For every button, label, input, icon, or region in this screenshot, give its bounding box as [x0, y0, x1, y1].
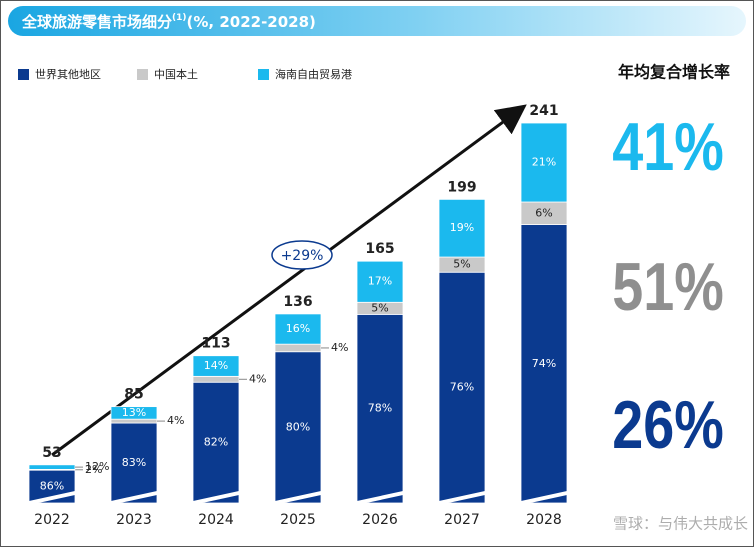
x-tick-label: 2023 [116, 512, 152, 528]
bar-segment [192, 381, 240, 504]
total-label: 241 [529, 103, 558, 119]
watermark: 雪球：与伟大共成长 [613, 515, 748, 533]
legend-swatch [258, 69, 269, 80]
bar-stripe [275, 491, 321, 505]
bar-segment [192, 375, 240, 383]
segment-label: 12% [85, 460, 109, 473]
segment-label: 83% [122, 456, 146, 469]
segment-label: 76% [450, 381, 474, 394]
title-suffix: (%, 2022-2028) [187, 13, 316, 31]
x-tick-label: 2024 [198, 512, 234, 528]
segment-label: 86% [40, 480, 64, 493]
bar-segment [110, 422, 158, 504]
segment-label: 19% [450, 221, 474, 234]
x-tick-label: 2028 [526, 512, 562, 528]
bar-segment [520, 224, 568, 504]
bar-stripe [357, 491, 403, 505]
segment-label: 74% [532, 357, 556, 370]
legend-swatch [18, 69, 29, 80]
bar-segment [192, 355, 240, 377]
bar-segment [110, 418, 158, 424]
x-tick-label: 2027 [444, 512, 480, 528]
cagr-title: 年均复合增长率 [618, 63, 730, 82]
segment-label: 13% [122, 406, 146, 419]
cagr-value: 41% [612, 110, 724, 185]
chart-title: 全球旅游零售市场细分(1)(%, 2022-2028) [21, 13, 316, 31]
total-label: 136 [283, 294, 312, 310]
bar-segment [274, 313, 322, 345]
segment-label: 16% [286, 322, 310, 335]
bar-segment [274, 343, 322, 353]
annotation-bubble [271, 240, 333, 270]
bar-segment [356, 260, 404, 303]
cagr-value: 26% [612, 388, 724, 463]
bar-segment [438, 198, 486, 258]
segment-label: 17% [368, 275, 392, 288]
bar-segment [274, 351, 322, 504]
segment-label: 4% [331, 341, 348, 354]
segment-label: 4% [249, 372, 266, 385]
total-label: 113 [201, 336, 230, 352]
segment-label: 5% [453, 258, 470, 271]
bar-stripe [193, 491, 239, 505]
segment-label: 78% [368, 402, 392, 415]
total-label: 85 [124, 387, 143, 403]
bar-segment [520, 122, 568, 203]
legend-swatch [137, 69, 148, 80]
total-label: 199 [447, 179, 476, 195]
bar-segment [438, 271, 486, 504]
segment-label: 4% [167, 414, 184, 427]
legend-label: 海南自由贸易港 [275, 67, 352, 81]
bar-segment [28, 464, 76, 470]
legend-label: 中国本土 [154, 67, 198, 81]
segment-label: 5% [371, 301, 388, 314]
x-tick-label: 2022 [34, 512, 70, 528]
trend-arrow [51, 104, 527, 457]
segment-label: 2% [85, 463, 102, 476]
x-tick-label: 2026 [362, 512, 398, 528]
bar-segment [110, 406, 158, 420]
segment-label: 80% [286, 420, 310, 433]
title-main: 全球旅游零售市场细分 [21, 13, 172, 31]
bar-stripe [111, 491, 157, 505]
segment-label: 6% [535, 206, 552, 219]
segment-label: 14% [204, 359, 228, 372]
annotation: +29% [281, 248, 324, 264]
bar-stripe [439, 491, 485, 505]
bar-stripe [521, 491, 567, 505]
x-tick-label: 2025 [280, 512, 316, 528]
segment-label: 82% [204, 436, 228, 449]
title-banner [8, 6, 746, 36]
total-label: 165 [365, 241, 394, 257]
total-label: 53 [42, 445, 61, 461]
title-note: (1) [172, 13, 187, 23]
bar-segment [356, 313, 404, 504]
segment-label: 21% [532, 156, 556, 169]
bar-stripe [29, 491, 75, 505]
cagr-value: 51% [612, 250, 724, 325]
legend-label: 世界其他地区 [35, 68, 101, 81]
